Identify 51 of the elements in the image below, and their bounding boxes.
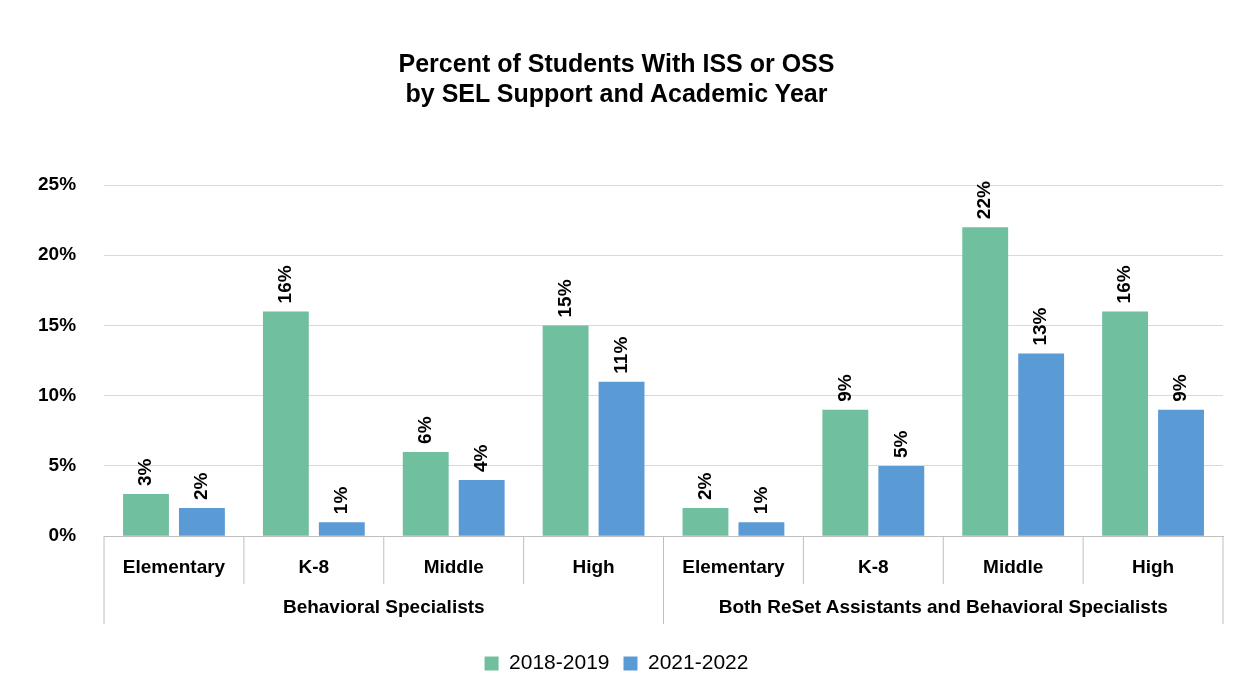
x-tick-label: Elementary bbox=[122, 555, 226, 577]
data-label: 22% bbox=[973, 181, 995, 220]
legend-label: 2021-2022 bbox=[648, 650, 749, 674]
bar bbox=[682, 508, 729, 536]
data-label: 3% bbox=[134, 458, 156, 487]
bar bbox=[402, 451, 449, 536]
bar bbox=[1158, 409, 1204, 536]
x-tick-label: Middle bbox=[423, 555, 484, 577]
bar bbox=[458, 480, 505, 536]
x-tick-label: High bbox=[572, 555, 615, 577]
bar bbox=[598, 381, 645, 536]
data-label: 1% bbox=[749, 486, 771, 515]
bar bbox=[179, 508, 225, 536]
y-tick-label: 0% bbox=[48, 524, 77, 546]
bar bbox=[962, 227, 1009, 536]
text: Both ReSet Assistants and Behavioral Specialists bbox=[718, 596, 1168, 618]
bar bbox=[262, 311, 309, 536]
y-tick-label: 10% bbox=[38, 383, 77, 405]
x-tick-label: K-8 bbox=[858, 555, 889, 577]
data-label: 13% bbox=[1029, 307, 1051, 346]
bar bbox=[822, 409, 869, 536]
y-tick-label: 20% bbox=[38, 243, 77, 265]
data-label: 9% bbox=[1169, 374, 1191, 402]
bar bbox=[1018, 353, 1065, 536]
data-label: 4% bbox=[469, 444, 491, 473]
bar bbox=[542, 325, 589, 536]
data-label: 11% bbox=[609, 336, 631, 374]
x-tick-label: K-8 bbox=[298, 555, 330, 577]
data-label: 2% bbox=[190, 472, 212, 501]
text: Behavioral Specialists bbox=[282, 596, 485, 618]
bar bbox=[878, 465, 925, 536]
y-tick-label: 5% bbox=[48, 454, 77, 476]
chart-title: Percent of Students With ISS or OSS by SEL Support and Academic Year bbox=[398, 48, 835, 107]
x-tick-label: Middle bbox=[983, 555, 1044, 577]
legend-label: 2018-2019 bbox=[509, 650, 610, 674]
bar bbox=[1102, 311, 1149, 536]
bar bbox=[123, 494, 169, 536]
data-label: 16% bbox=[1113, 265, 1135, 304]
x-tick-label: High bbox=[1131, 555, 1175, 577]
bar bbox=[318, 522, 365, 536]
data-label: 16% bbox=[274, 265, 296, 304]
bar bbox=[738, 522, 785, 536]
data-label: 15% bbox=[553, 279, 575, 318]
data-label: 2% bbox=[693, 472, 715, 501]
y-tick-label: 15% bbox=[38, 313, 77, 335]
y-tick-label: 25% bbox=[38, 173, 77, 195]
x-tick-label: Elementary bbox=[682, 555, 786, 577]
data-label: 6% bbox=[413, 416, 435, 444]
data-label: 9% bbox=[833, 374, 855, 402]
data-label: 1% bbox=[330, 486, 352, 515]
data-label: 5% bbox=[889, 430, 911, 458]
